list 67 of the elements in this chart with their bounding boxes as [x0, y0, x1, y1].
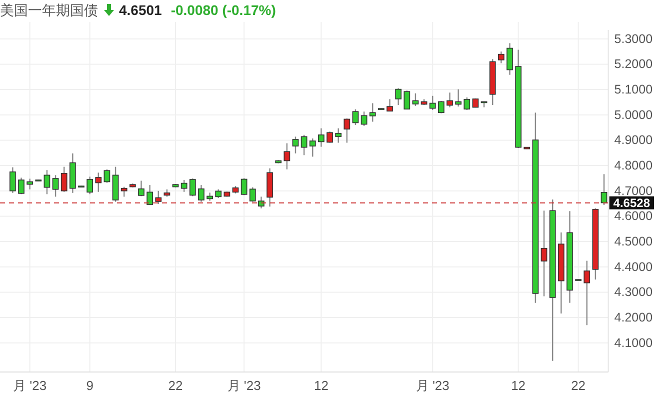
text: -0.0080 (-0.17%)	[170, 2, 276, 18]
candlestick	[52, 174, 59, 198]
candlestick	[95, 172, 102, 192]
y-tick-label: 4.6000	[614, 209, 653, 224]
candlestick	[600, 174, 608, 206]
x-tick-label: 月 '23	[416, 378, 450, 394]
candlestick	[318, 128, 324, 148]
candlestick	[155, 190, 162, 205]
candlestick	[198, 184, 204, 202]
y-tick-label: 5.1000	[614, 82, 653, 97]
candlestick	[438, 100, 444, 114]
y-tick-label: 4.5000	[614, 234, 653, 249]
candlestick	[429, 95, 436, 111]
candlestick	[540, 210, 548, 297]
candlestick	[446, 92, 453, 108]
y-tick-label: 4.8000	[614, 158, 653, 173]
candlestick	[344, 118, 350, 144]
candlestick	[120, 186, 128, 198]
candlestick	[395, 88, 402, 106]
y-tick-label: 4.4000	[614, 260, 653, 274]
candlestick	[26, 178, 34, 190]
y-tick-label: 4.9000	[614, 133, 653, 148]
x-tick-label: 22	[168, 378, 183, 394]
candlestick	[506, 42, 513, 76]
ref-line-label: 4.6528	[613, 196, 650, 210]
candlestick	[309, 138, 316, 158]
candlestick	[404, 90, 410, 110]
chart-title: 美国一年期国债	[0, 2, 98, 18]
x-tick-label: 月 '23	[227, 378, 261, 394]
candlestick	[138, 180, 144, 197]
candlestick	[455, 88, 462, 108]
candlestick	[60, 166, 68, 192]
candlestick	[352, 108, 359, 126]
x-tick-label: 12	[511, 378, 526, 394]
candlestick	[18, 177, 24, 195]
x-tick-label: 22	[571, 378, 586, 394]
x-tick-label: 9	[86, 378, 94, 394]
y-tick-label: 4.1000	[614, 336, 653, 350]
candlestick	[335, 128, 342, 144]
candlestick	[300, 134, 308, 156]
y-tick-label: 4.3000	[614, 285, 653, 300]
y-tick-label: 5.2000	[614, 57, 653, 72]
y-tick-label: 5.0000	[614, 108, 653, 122]
candlestick	[146, 184, 153, 206]
text: 4.6501	[119, 2, 162, 18]
candlestick	[464, 96, 470, 111]
candlestick	[284, 142, 290, 170]
candlestick	[412, 92, 419, 107]
candlestick	[498, 50, 504, 64]
x-tick-label: 月 '23	[13, 378, 47, 394]
candlestick	[584, 260, 590, 326]
candlestick	[86, 176, 93, 195]
candlestick	[240, 178, 248, 196]
candlestick	[369, 102, 376, 122]
candlestick	[104, 168, 110, 184]
candlestick	[180, 179, 188, 192]
candlestick	[44, 169, 50, 195]
y-tick-label: 4.7000	[614, 184, 653, 198]
candlestick	[10, 166, 16, 194]
candlestick	[292, 136, 299, 154]
candlestick	[249, 186, 256, 202]
y-tick-label: 5.3000	[614, 32, 653, 46]
candlestick	[189, 178, 196, 197]
candlestick	[386, 98, 393, 112]
y-tick-label: 4.2000	[614, 310, 653, 325]
candlestick	[360, 110, 368, 127]
x-tick-label: 12	[314, 378, 328, 394]
